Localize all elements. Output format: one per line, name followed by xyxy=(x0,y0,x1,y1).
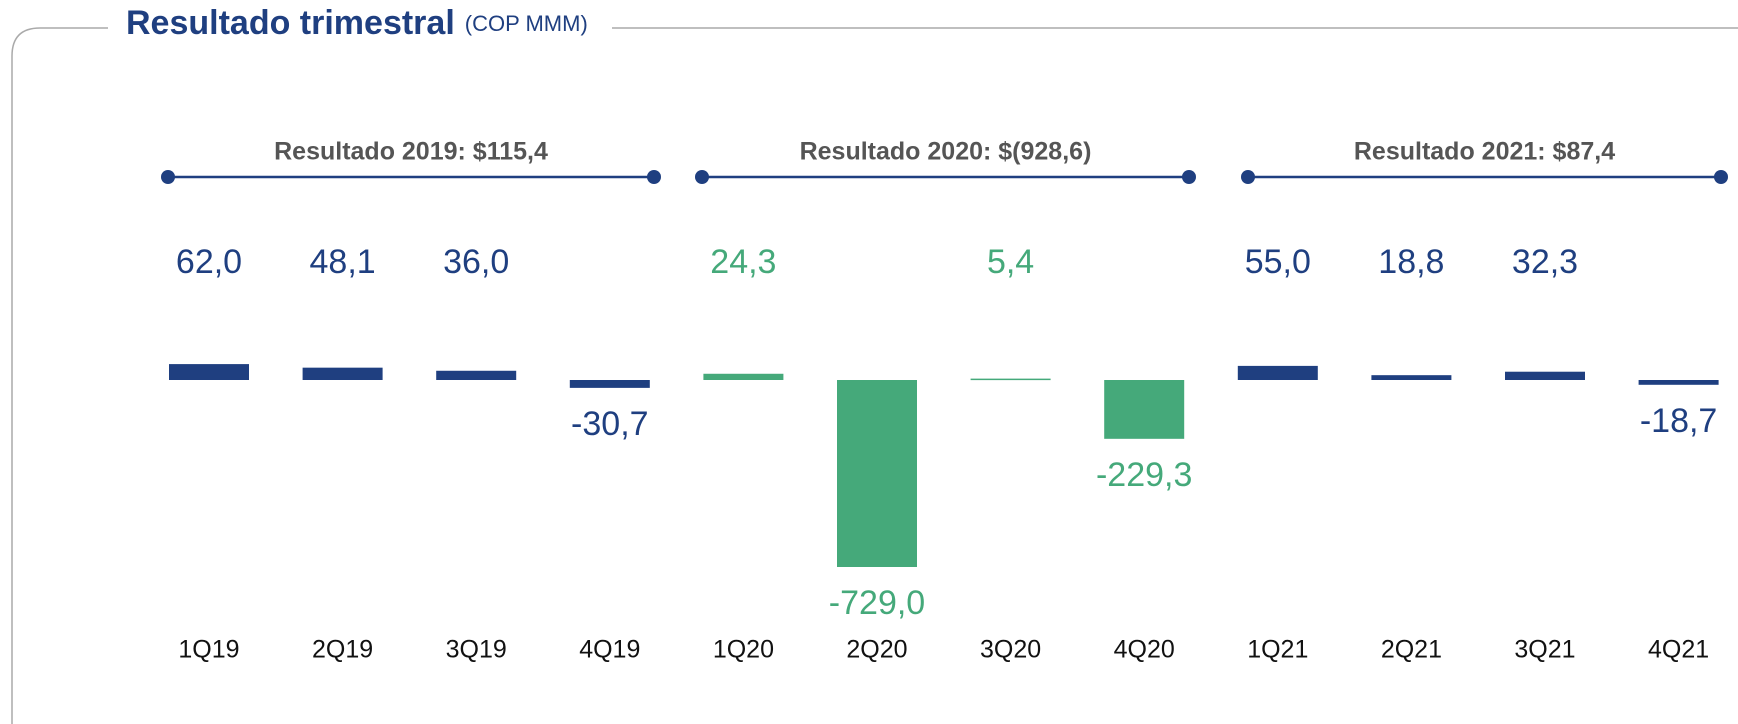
group-label: Resultado 2021: $87,4 xyxy=(1354,138,1615,166)
x-tick-label: 3Q20 xyxy=(980,636,1041,664)
bar xyxy=(302,367,383,380)
x-tick-label: 2Q19 xyxy=(312,636,373,664)
chart-title: Resultado trimestral (COP MMM) xyxy=(126,4,588,42)
x-tick-label: 4Q21 xyxy=(1648,636,1709,664)
x-tick-label: 2Q20 xyxy=(846,636,907,664)
x-tick-label: 1Q20 xyxy=(713,636,774,664)
bar xyxy=(569,380,650,388)
data-label: -229,3 xyxy=(1096,456,1192,494)
data-label: 32,3 xyxy=(1512,243,1578,281)
data-label: -729,0 xyxy=(829,584,925,622)
group-dot xyxy=(1714,170,1728,184)
x-tick-label: 4Q19 xyxy=(579,636,640,664)
data-label: 48,1 xyxy=(310,243,376,281)
group-dot xyxy=(647,170,661,184)
x-tick-label: 2Q21 xyxy=(1381,636,1442,664)
data-label: -18,7 xyxy=(1640,402,1718,440)
x-tick-label: 3Q21 xyxy=(1514,636,1575,664)
title: Resultado trimestral xyxy=(126,4,455,42)
bar xyxy=(1104,380,1185,439)
bar xyxy=(1638,380,1719,385)
bar xyxy=(837,380,917,567)
x-tick-label: 1Q19 xyxy=(178,636,239,664)
data-label: 24,3 xyxy=(710,243,776,281)
group-label: Resultado 2019: $115,4 xyxy=(274,138,548,166)
group-dot xyxy=(1182,170,1196,184)
bar xyxy=(436,370,517,380)
group-label: Resultado 2020: $(928,6) xyxy=(800,138,1092,166)
frame xyxy=(11,27,108,724)
group-dot xyxy=(695,170,709,184)
group-dot xyxy=(1241,170,1255,184)
x-tick-label: 4Q20 xyxy=(1114,636,1175,664)
data-label: 36,0 xyxy=(443,243,509,281)
bar xyxy=(169,364,249,380)
data-label: 62,0 xyxy=(176,243,242,281)
bar xyxy=(703,373,784,380)
bar xyxy=(1237,365,1318,380)
subtitle: (COP MMM) xyxy=(465,11,588,36)
data-label: -30,7 xyxy=(571,405,649,443)
x-tick-label: 3Q19 xyxy=(446,636,507,664)
group-dot xyxy=(161,170,175,184)
data-label: 18,8 xyxy=(1378,243,1444,281)
bar xyxy=(1505,371,1585,380)
data-label: 5,4 xyxy=(987,243,1034,281)
x-tick-label: 1Q21 xyxy=(1247,636,1308,664)
bar xyxy=(1371,375,1452,380)
bar xyxy=(970,378,1051,381)
data-label: 55,0 xyxy=(1245,243,1311,281)
